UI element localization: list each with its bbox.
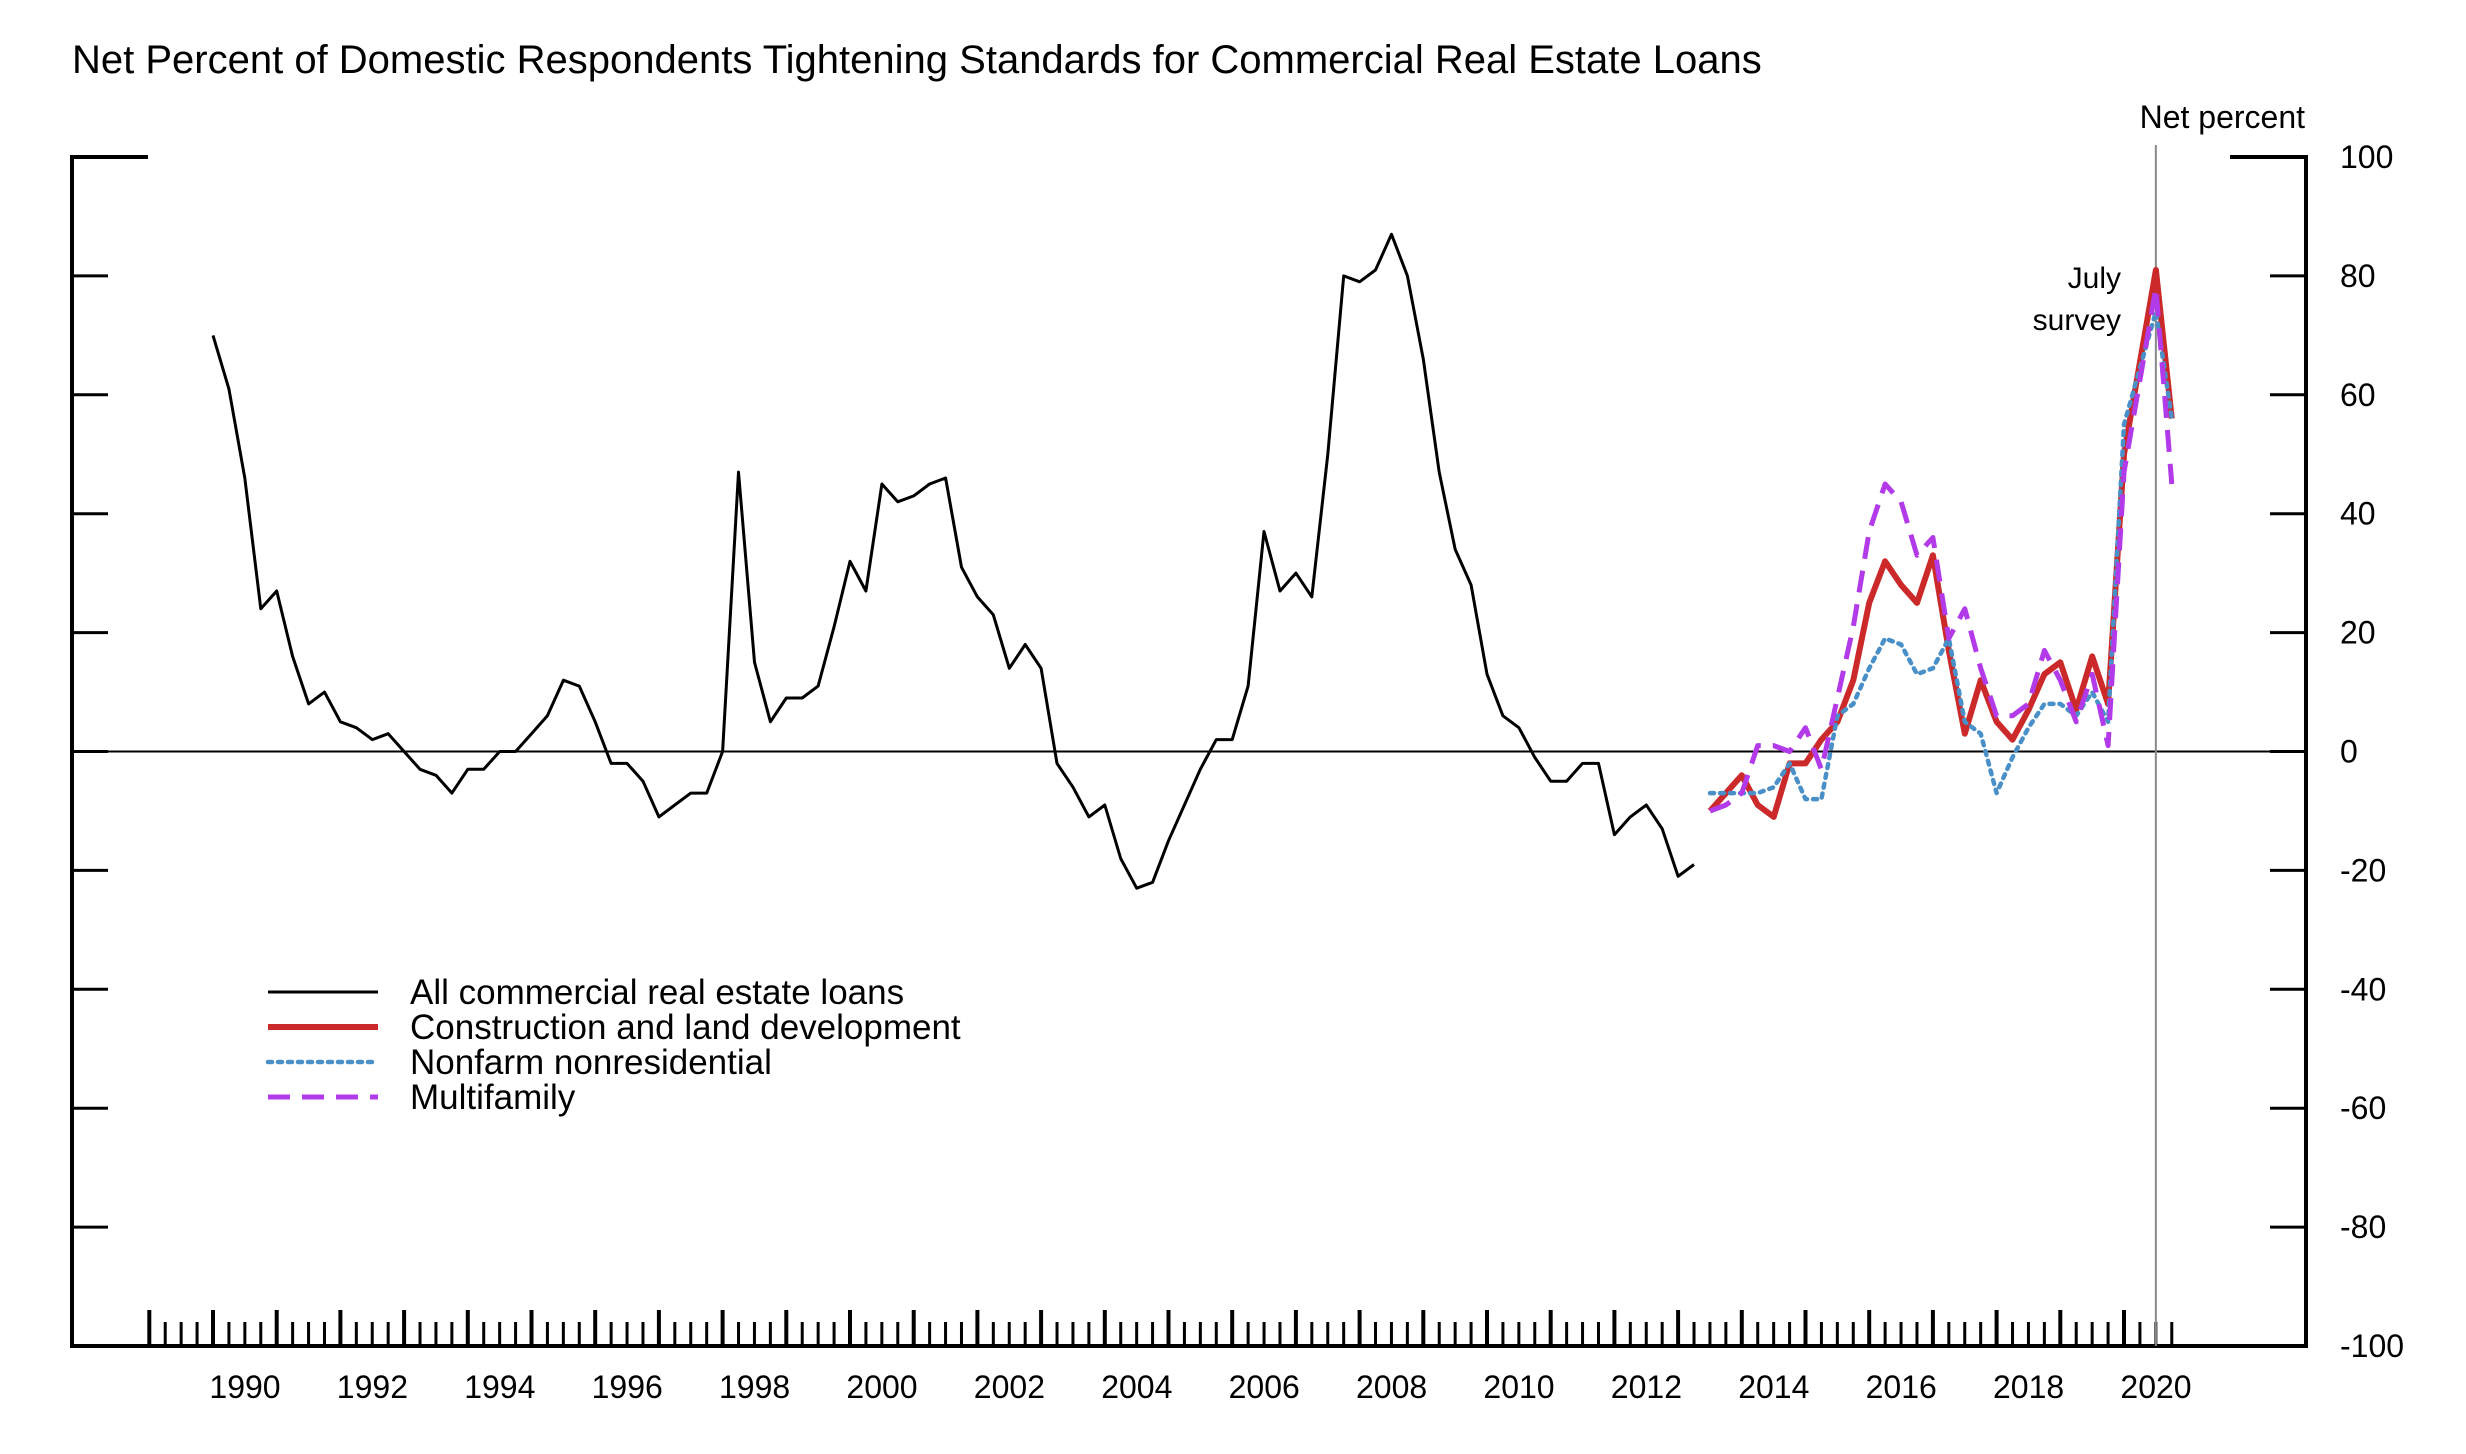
annotation-text: survey (2033, 304, 2121, 337)
y-axis-label: Net percent (2140, 99, 2306, 135)
y-tick-label: -100 (2340, 1328, 2404, 1364)
annotation: July survey (2033, 262, 2121, 337)
y-tick-label: 40 (2340, 496, 2376, 532)
y-axis: 100 80 60 40 20 0 -20 -40 -60 -80 -100 Net percent (72, 99, 2404, 1364)
legend: All commercial real estate loansConstruc… (265, 973, 961, 1117)
y-tick-label: 60 (2340, 377, 2376, 413)
legend-label: All commercial real estate loans (410, 973, 904, 1012)
y-tick-label: 0 (2340, 734, 2358, 770)
series-line-all-commercial-real-estate-loans (211, 232, 1695, 890)
x-tick-label: 2004 (1101, 1369, 1172, 1405)
x-tick-label: 2020 (2120, 1369, 2191, 1405)
annotation-text: July (2068, 262, 2121, 295)
x-tick-label: 1996 (592, 1369, 663, 1405)
x-tick-label: 2014 (1738, 1369, 1809, 1405)
y-tick-label: -60 (2340, 1090, 2386, 1126)
x-tick-label: 2018 (1993, 1369, 2064, 1405)
y-tick-label: -40 (2340, 971, 2386, 1007)
chart-title: Net Percent of Domestic Respondents Tigh… (72, 38, 1762, 82)
series-lines (211, 232, 2175, 890)
x-tick-label: 2008 (1356, 1369, 1427, 1405)
x-tick-label: 1992 (337, 1369, 408, 1405)
x-tick-label: 2012 (1611, 1369, 1682, 1405)
y-tick-label: 20 (2340, 615, 2376, 651)
y-tick-label: 80 (2340, 258, 2376, 294)
x-tick-label: 2002 (974, 1369, 1045, 1405)
y-tick-label: -80 (2340, 1209, 2386, 1245)
x-tick-label: 1990 (209, 1369, 280, 1405)
series-line-construction-and-land-development (1707, 267, 2175, 820)
x-tick-label: 2010 (1483, 1369, 1554, 1405)
x-tick-label: 2016 (1866, 1369, 1937, 1405)
legend-label: Construction and land development (410, 1008, 961, 1047)
x-tick-label: 1998 (719, 1369, 790, 1405)
x-tick-label: 2006 (1229, 1369, 1300, 1405)
series-line-multifamily (1709, 285, 2175, 814)
series-line-nonfarm-nonresidential (1707, 309, 2175, 802)
x-axis: 1990 1992 1994 1996 1998 2000 2002 2004 2006 2008… (147, 1310, 2192, 1405)
x-tick-label: 2000 (846, 1369, 917, 1405)
y-tick-label: -20 (2340, 852, 2386, 888)
legend-label: Nonfarm nonresidential (410, 1043, 772, 1082)
x-tick-label: 1994 (464, 1369, 535, 1405)
y-tick-label: 100 (2340, 139, 2393, 175)
legend-label: Multifamily (410, 1078, 576, 1117)
